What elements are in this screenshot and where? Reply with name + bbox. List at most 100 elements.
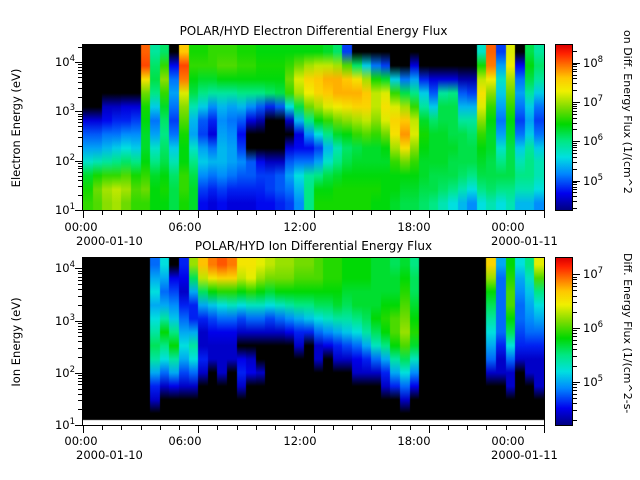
x-axis-tick bbox=[141, 211, 142, 215]
electron-panel-title: POLAR/HYD Electron Differential Energy F… bbox=[179, 24, 448, 38]
colorbar-minor-tick bbox=[573, 111, 577, 112]
y-axis-minor-tick bbox=[78, 166, 82, 167]
y-axis-minor-tick bbox=[78, 126, 82, 127]
x-axis-tick bbox=[352, 211, 353, 215]
colorbar-minor-tick bbox=[573, 366, 577, 367]
colorbar-minor-tick bbox=[573, 108, 577, 109]
ion-x-axis-date-right: 2000-01-11 bbox=[491, 448, 558, 462]
colorbar-minor-tick bbox=[573, 344, 577, 345]
colorbar-tick-label: 107 bbox=[583, 94, 604, 109]
colorbar-minor-tick bbox=[573, 147, 577, 148]
colorbar-minor-tick bbox=[573, 192, 577, 193]
x-axis-tick bbox=[198, 426, 199, 433]
y-axis-minor-tick bbox=[78, 116, 82, 117]
x-axis-tick bbox=[429, 426, 430, 433]
y-axis-minor-tick bbox=[78, 47, 82, 48]
colorbar-minor-tick bbox=[573, 153, 577, 154]
colorbar-tick-label: 108 bbox=[583, 55, 604, 70]
colorbar-minor-tick bbox=[573, 51, 577, 52]
y-axis-minor-tick bbox=[78, 378, 82, 379]
electron-plot-frame bbox=[82, 44, 545, 211]
colorbar-minor-tick bbox=[573, 330, 577, 331]
x-axis-tick-label: 18:00 bbox=[397, 220, 431, 234]
y-axis-tick-label: 104 bbox=[54, 54, 75, 69]
x-axis-tick bbox=[121, 211, 122, 215]
colorbar-minor-tick bbox=[573, 71, 577, 72]
y-axis-minor-tick bbox=[78, 172, 82, 173]
x-axis-tick bbox=[102, 211, 103, 215]
x-axis-tick-label: 12:00 bbox=[283, 220, 317, 234]
colorbar-minor-tick bbox=[573, 283, 577, 284]
y-axis-minor-tick bbox=[78, 122, 82, 123]
y-axis-minor-tick bbox=[78, 137, 82, 138]
y-axis-minor-tick bbox=[78, 329, 82, 330]
y-axis-minor-tick bbox=[78, 180, 82, 181]
y-axis-tick-label: 103 bbox=[54, 103, 75, 118]
colorbar-minor-tick bbox=[573, 123, 577, 124]
y-axis-minor-tick bbox=[78, 394, 82, 395]
y-axis-minor-tick bbox=[78, 114, 82, 115]
x-axis-tick bbox=[237, 426, 238, 430]
y-axis-minor-tick bbox=[78, 284, 82, 285]
colorbar-tick bbox=[573, 382, 580, 383]
y-axis-minor-tick bbox=[78, 409, 82, 410]
colorbar-tick bbox=[573, 102, 580, 103]
x-axis-tick bbox=[371, 426, 372, 430]
x-axis-tick bbox=[121, 426, 122, 430]
x-axis-tick bbox=[448, 211, 449, 215]
colorbar-minor-tick bbox=[573, 69, 577, 70]
colorbar-minor-tick bbox=[573, 114, 577, 115]
colorbar-minor-tick bbox=[573, 169, 577, 170]
x-axis-tick bbox=[352, 426, 353, 430]
ion-plot-frame bbox=[82, 257, 545, 426]
colorbar-tick bbox=[573, 274, 580, 275]
colorbar-minor-tick bbox=[573, 129, 577, 130]
y-axis-minor-tick bbox=[78, 67, 82, 68]
x-axis-tick bbox=[429, 211, 430, 218]
y-axis-minor-tick bbox=[78, 88, 82, 89]
x-axis-tick bbox=[544, 426, 545, 433]
x-axis-tick bbox=[102, 426, 103, 430]
y-axis-minor-tick bbox=[78, 70, 82, 71]
y-axis-minor-tick bbox=[78, 296, 82, 297]
colorbar-tick bbox=[573, 141, 580, 142]
x-axis-tick bbox=[160, 211, 161, 215]
y-axis-minor-tick bbox=[78, 97, 82, 98]
x-axis-tick bbox=[160, 426, 161, 430]
colorbar-minor-tick bbox=[573, 78, 577, 79]
y-axis-minor-tick bbox=[78, 400, 82, 401]
y-axis-tick-label: 102 bbox=[54, 153, 75, 168]
colorbar-minor-tick bbox=[573, 201, 577, 202]
x-axis-tick-label: 18:00 bbox=[397, 434, 431, 448]
colorbar-tick-label: 106 bbox=[583, 320, 604, 335]
x-axis-tick bbox=[544, 211, 545, 218]
colorbar-minor-tick bbox=[573, 279, 577, 280]
x-axis-tick bbox=[179, 426, 180, 430]
colorbar-minor-tick bbox=[573, 384, 577, 385]
colorbar-tick-label: 105 bbox=[583, 374, 604, 389]
x-axis-tick bbox=[179, 211, 180, 215]
x-axis-tick-label: 00:00 bbox=[64, 434, 98, 448]
y-axis-minor-tick bbox=[78, 375, 82, 376]
x-axis-tick bbox=[410, 211, 411, 215]
colorbar-minor-tick bbox=[573, 420, 577, 421]
x-axis-tick bbox=[448, 426, 449, 430]
y-axis-minor-tick bbox=[78, 332, 82, 333]
y-axis-minor-tick bbox=[78, 168, 82, 169]
y-axis-minor-tick bbox=[78, 305, 82, 306]
colorbar-minor-tick bbox=[573, 390, 577, 391]
colorbar-minor-tick bbox=[573, 312, 577, 313]
y-axis-minor-tick bbox=[78, 176, 82, 177]
colorbar-minor-tick bbox=[573, 90, 577, 91]
y-axis-tick-label: 103 bbox=[54, 313, 75, 328]
x-axis-tick bbox=[410, 426, 411, 430]
x-axis-tick bbox=[371, 211, 372, 215]
colorbar-minor-tick bbox=[573, 118, 577, 119]
colorbar-tick bbox=[573, 63, 580, 64]
electron-colorbar bbox=[556, 45, 572, 210]
y-axis-tick bbox=[75, 111, 82, 112]
x-axis-tick bbox=[237, 211, 238, 215]
ion-colorbar-label: Diff. Energy Flux (1/(cm^2-s- bbox=[621, 253, 634, 414]
colorbar-minor-tick bbox=[573, 189, 577, 190]
x-axis-tick bbox=[217, 426, 218, 430]
